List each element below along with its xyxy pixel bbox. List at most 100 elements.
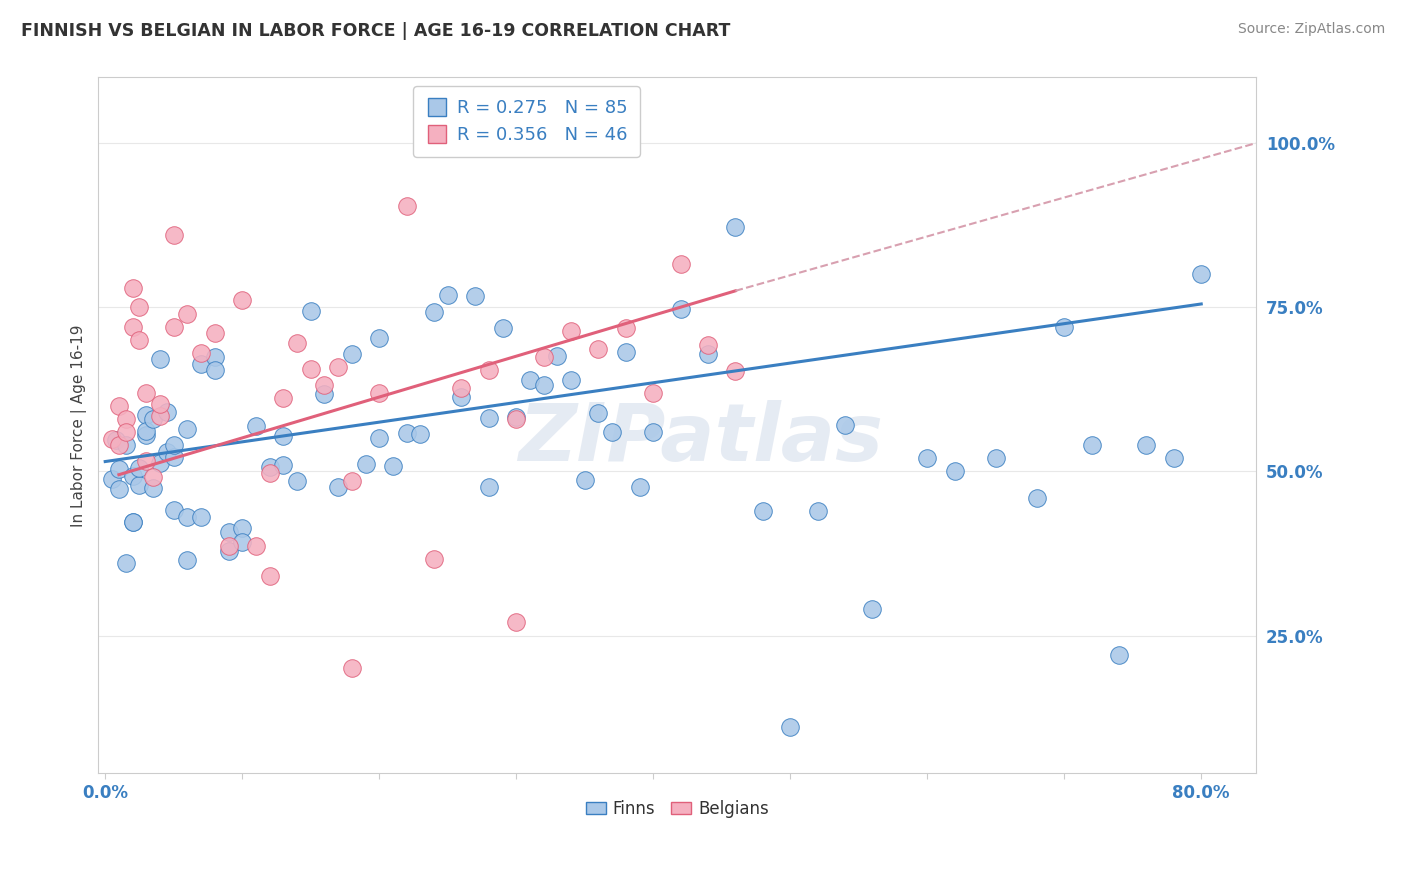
- Point: [135, 453, 157, 467]
- Point: [588, 407, 610, 421]
- Point: [862, 602, 884, 616]
- Point: [259, 467, 281, 481]
- Point: [114, 438, 136, 452]
- Point: [114, 412, 136, 426]
- Point: [423, 551, 446, 566]
- Point: [643, 386, 665, 401]
- Point: [340, 347, 363, 361]
- Point: [326, 359, 349, 374]
- Point: [588, 342, 610, 356]
- Point: [190, 509, 212, 524]
- Point: [614, 345, 637, 359]
- Point: [135, 425, 157, 439]
- Point: [176, 510, 198, 524]
- Point: [326, 480, 349, 494]
- Point: [218, 539, 240, 553]
- Point: [259, 569, 281, 583]
- Point: [464, 289, 486, 303]
- Point: [779, 721, 801, 735]
- Point: [560, 325, 582, 339]
- Point: [478, 410, 501, 425]
- Point: [108, 462, 131, 476]
- Point: [231, 520, 253, 534]
- Point: [128, 461, 150, 475]
- Point: [643, 425, 665, 439]
- Point: [368, 431, 391, 445]
- Point: [299, 362, 322, 376]
- Point: [600, 425, 623, 439]
- Point: [114, 556, 136, 570]
- Point: [204, 362, 226, 376]
- Point: [121, 320, 143, 334]
- Point: [190, 346, 212, 360]
- Point: [128, 333, 150, 347]
- Point: [752, 504, 775, 518]
- Point: [176, 552, 198, 566]
- Point: [614, 321, 637, 335]
- Point: [915, 451, 938, 466]
- Point: [1080, 438, 1102, 452]
- Text: Source: ZipAtlas.com: Source: ZipAtlas.com: [1237, 22, 1385, 37]
- Point: [628, 480, 651, 494]
- Point: [409, 427, 432, 442]
- Point: [156, 445, 179, 459]
- Point: [218, 544, 240, 558]
- Point: [943, 464, 966, 478]
- Point: [807, 504, 830, 518]
- Point: [121, 516, 143, 530]
- Point: [395, 199, 418, 213]
- Point: [128, 300, 150, 314]
- Point: [245, 539, 267, 553]
- Point: [231, 293, 253, 308]
- Point: [135, 427, 157, 442]
- Point: [121, 515, 143, 529]
- Point: [121, 468, 143, 483]
- Point: [176, 307, 198, 321]
- Point: [834, 418, 856, 433]
- Point: [108, 482, 131, 496]
- Point: [259, 459, 281, 474]
- Point: [163, 320, 186, 334]
- Point: [101, 472, 124, 486]
- Point: [669, 301, 692, 316]
- Point: [142, 481, 165, 495]
- Point: [1135, 438, 1157, 452]
- Point: [574, 473, 596, 487]
- Point: [245, 419, 267, 434]
- Point: [271, 392, 294, 406]
- Point: [546, 349, 568, 363]
- Point: [697, 338, 720, 352]
- Point: [149, 456, 172, 470]
- Point: [105, 433, 128, 447]
- Point: [163, 227, 186, 242]
- Point: [436, 288, 458, 302]
- Point: [163, 437, 186, 451]
- Point: [108, 438, 131, 452]
- Point: [156, 405, 179, 419]
- Point: [163, 450, 186, 464]
- Point: [204, 326, 226, 340]
- Point: [108, 399, 131, 413]
- Point: [101, 432, 124, 446]
- Point: [533, 378, 555, 392]
- Point: [395, 425, 418, 440]
- Point: [190, 357, 212, 371]
- Point: [1053, 320, 1076, 334]
- Point: [231, 535, 253, 549]
- Point: [1108, 648, 1130, 663]
- Point: [724, 219, 747, 234]
- Point: [142, 412, 165, 426]
- Point: [128, 477, 150, 491]
- Point: [285, 474, 308, 488]
- Point: [135, 408, 157, 422]
- Point: [271, 458, 294, 472]
- Point: [340, 475, 363, 489]
- Point: [1025, 491, 1047, 505]
- Legend: Finns, Belgians: Finns, Belgians: [579, 793, 776, 824]
- Point: [218, 525, 240, 540]
- Point: [1189, 268, 1212, 282]
- Point: [368, 331, 391, 345]
- Point: [354, 457, 377, 471]
- Point: [491, 321, 513, 335]
- Point: [176, 422, 198, 436]
